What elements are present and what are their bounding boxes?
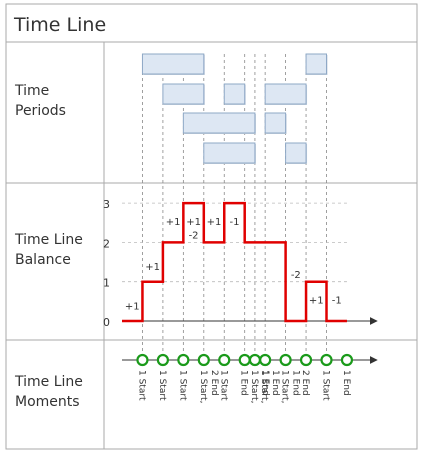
moment-label: 1 End [260,370,270,396]
balance-change-label: -2 [291,270,301,281]
moment-circle [320,353,333,367]
moment-label: 1 Start, [198,370,208,403]
moment-circle [259,353,272,367]
balance-tick-label: 2 [103,237,110,250]
time-period-bar [264,112,287,134]
balance-change-label: -1 [332,295,342,306]
moment-circle [299,353,313,367]
moment-label: 2 End [209,370,219,396]
section-label-periods: Periods [15,103,66,119]
balance-step-line [122,201,347,323]
balance-tick-label: 3 [103,198,110,211]
moment-label: 1 End [239,370,249,396]
moment-circle [238,353,251,367]
balance-change-label: +1 [309,295,324,306]
moment-label: 1 End [341,370,351,396]
section-label-balance: Balance [15,252,71,268]
balance-tick-label: 0 [103,316,110,329]
balance-change-label: +1 [166,217,181,228]
moment-label: 1 Start, [259,370,269,403]
moment-label: 1 Start, [249,370,259,403]
moment-label: 1 Start [321,370,331,401]
moment-label: 1 End [291,370,301,396]
moment-label: 1 End [270,370,280,396]
balance-change-label: +1 [207,217,222,228]
section-label-moments: Moments [15,394,80,410]
moment-label: 1 Start, [280,370,290,403]
section-label-balance: Time Line [14,232,83,248]
time-period-bar [141,53,205,75]
time-period-bar [162,83,205,105]
moment-label: 1 Start [177,370,187,401]
moment-circle [279,353,292,367]
balance-change-label: -1 [229,217,239,228]
moment-circle [340,353,354,367]
outer-frame [5,3,418,450]
moment-circle [156,353,169,367]
balance-change-label: +1 [186,217,201,228]
moment-label: 1 Start [218,370,228,401]
moment-label: 1 Start [157,370,167,401]
balance-tick-label: 1 [103,277,110,290]
moment-circle [218,353,231,367]
time-period-bar [264,83,307,105]
page-title: Time Line [13,14,106,36]
balance-change-label: +1 [125,301,140,312]
section-label-periods: Time [14,83,49,99]
time-period-bar [285,142,307,164]
moment-label: 2 End [300,370,310,396]
moment-circle [197,353,210,367]
time-period-bar [182,112,256,134]
moment-circle [177,353,190,367]
balance-change-label: +1 [145,262,160,273]
moment-label: 1 Start [136,370,146,401]
time-period-bar [305,53,327,75]
time-period-bar [223,83,246,105]
moment-circle [248,353,262,367]
moment-circle [136,353,149,367]
time-period-bar [203,142,256,164]
balance-change-label: -2 [189,231,199,242]
section-label-moments: Time Line [14,374,83,390]
